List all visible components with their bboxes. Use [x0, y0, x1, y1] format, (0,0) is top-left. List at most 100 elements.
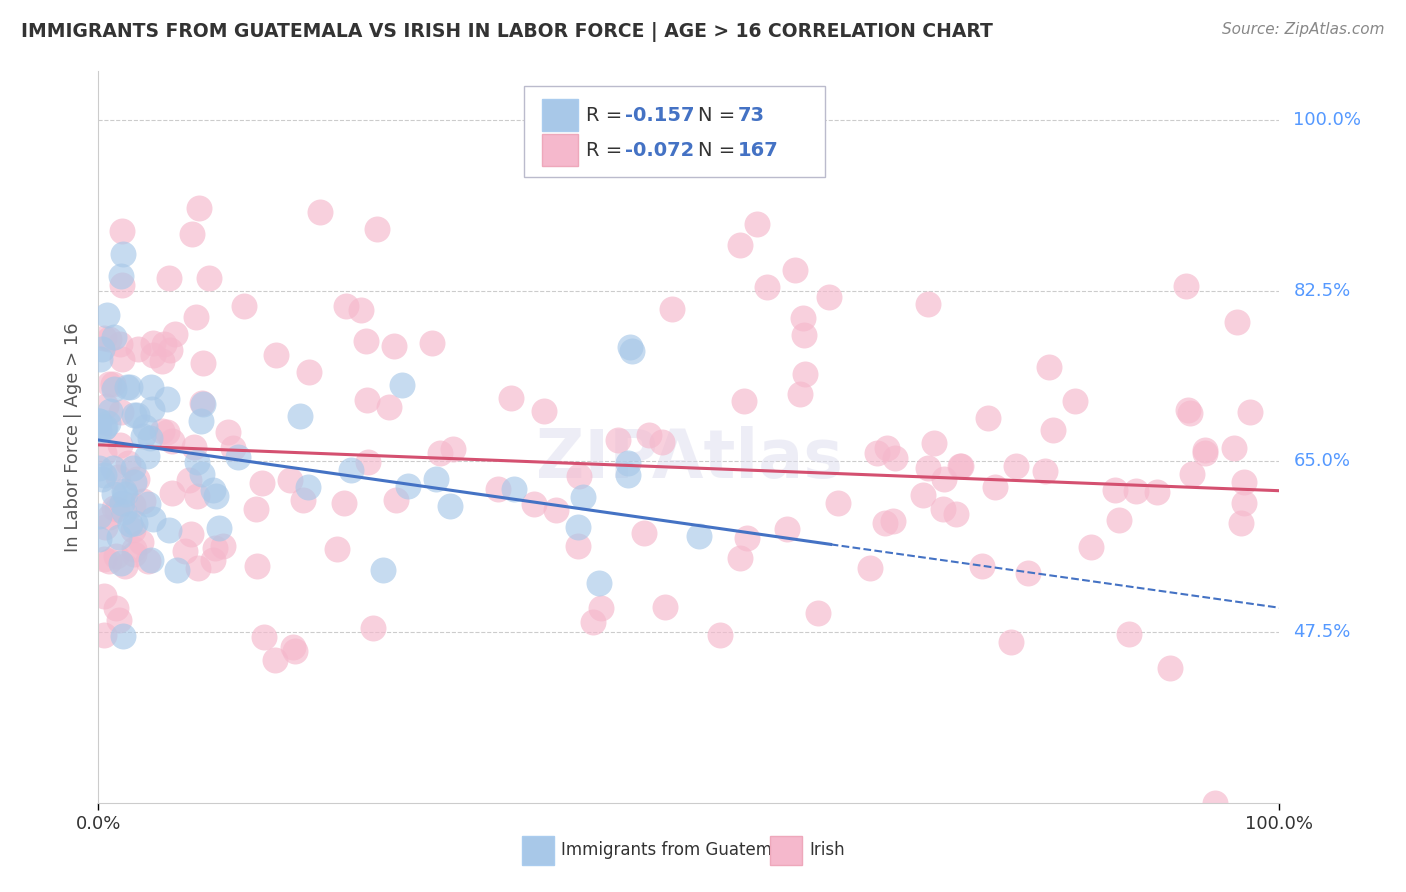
- Point: [134, 420, 156, 434]
- Point: [188, 201, 211, 215]
- Point: [93, 589, 115, 603]
- Point: [709, 627, 731, 641]
- Point: [533, 403, 555, 417]
- Point: [1146, 484, 1168, 499]
- Point: [1017, 566, 1039, 580]
- Point: [129, 535, 152, 549]
- Point: [728, 551, 751, 566]
- Point: [160, 485, 183, 500]
- Point: [391, 378, 413, 392]
- Point: [817, 290, 839, 304]
- Point: [112, 247, 135, 261]
- Point: [733, 393, 755, 408]
- Point: [866, 446, 889, 460]
- Point: [621, 343, 644, 358]
- Point: [187, 561, 209, 575]
- Point: [984, 480, 1007, 494]
- Point: [654, 600, 676, 615]
- Point: [568, 469, 591, 483]
- Point: [1080, 540, 1102, 554]
- Point: [1229, 516, 1251, 530]
- Point: [87, 425, 110, 439]
- Point: [141, 401, 163, 416]
- Point: [98, 554, 121, 568]
- Point: [201, 553, 224, 567]
- Point: [1194, 446, 1216, 460]
- Point: [98, 404, 121, 418]
- FancyBboxPatch shape: [543, 99, 578, 131]
- Text: -0.157: -0.157: [626, 106, 695, 125]
- Point: [136, 497, 159, 511]
- Point: [278, 473, 301, 487]
- Point: [308, 205, 330, 219]
- Point: [950, 459, 973, 474]
- Point: [96, 308, 118, 322]
- Point: [1125, 483, 1147, 498]
- Point: [637, 427, 659, 442]
- Point: [661, 302, 683, 317]
- Point: [789, 386, 811, 401]
- Point: [292, 492, 315, 507]
- Point: [339, 463, 361, 477]
- Point: [217, 425, 239, 439]
- Point: [1108, 513, 1130, 527]
- Point: [297, 480, 319, 494]
- Y-axis label: In Labor Force | Age > 16: In Labor Force | Age > 16: [63, 322, 82, 552]
- Point: [977, 410, 1000, 425]
- Point: [807, 606, 830, 620]
- Point: [252, 475, 274, 490]
- Point: [122, 542, 145, 557]
- FancyBboxPatch shape: [770, 836, 803, 865]
- Point: [139, 553, 162, 567]
- Point: [1104, 483, 1126, 498]
- Point: [142, 348, 165, 362]
- Point: [793, 328, 815, 343]
- Point: [122, 499, 145, 513]
- Text: IMMIGRANTS FROM GUATEMALA VS IRISH IN LABOR FORCE | AGE > 16 CORRELATION CHART: IMMIGRANTS FROM GUATEMALA VS IRISH IN LA…: [21, 22, 993, 42]
- Point: [617, 456, 640, 470]
- Point: [882, 515, 904, 529]
- Point: [745, 217, 768, 231]
- Point: [1042, 423, 1064, 437]
- Point: [567, 520, 589, 534]
- Point: [429, 446, 451, 460]
- Point: [101, 461, 124, 475]
- Point: [222, 442, 245, 456]
- Point: [326, 541, 349, 556]
- Point: [776, 523, 799, 537]
- Point: [157, 271, 180, 285]
- Point: [883, 450, 905, 465]
- Point: [124, 516, 146, 530]
- Point: [111, 629, 134, 643]
- Point: [114, 487, 136, 501]
- FancyBboxPatch shape: [543, 135, 578, 167]
- Text: 73: 73: [737, 106, 765, 125]
- Point: [212, 539, 235, 553]
- Point: [193, 397, 215, 411]
- Point: [1159, 661, 1181, 675]
- Point: [1223, 441, 1246, 455]
- Point: [97, 332, 120, 346]
- Point: [87, 460, 110, 475]
- Point: [122, 475, 145, 489]
- Point: [87, 532, 110, 546]
- Point: [117, 456, 139, 470]
- Point: [1063, 393, 1085, 408]
- Point: [1233, 475, 1256, 489]
- Point: [177, 473, 200, 487]
- Point: [105, 502, 128, 516]
- Point: [288, 409, 311, 423]
- Point: [132, 428, 155, 442]
- Point: [1004, 458, 1026, 473]
- Point: [157, 523, 180, 537]
- Point: [354, 334, 377, 349]
- Point: [912, 488, 935, 502]
- FancyBboxPatch shape: [523, 86, 825, 178]
- FancyBboxPatch shape: [523, 836, 554, 865]
- Point: [93, 421, 115, 435]
- Point: [127, 342, 149, 356]
- Point: [932, 472, 955, 486]
- Point: [728, 238, 751, 252]
- Point: [1177, 403, 1199, 417]
- Point: [1239, 405, 1261, 419]
